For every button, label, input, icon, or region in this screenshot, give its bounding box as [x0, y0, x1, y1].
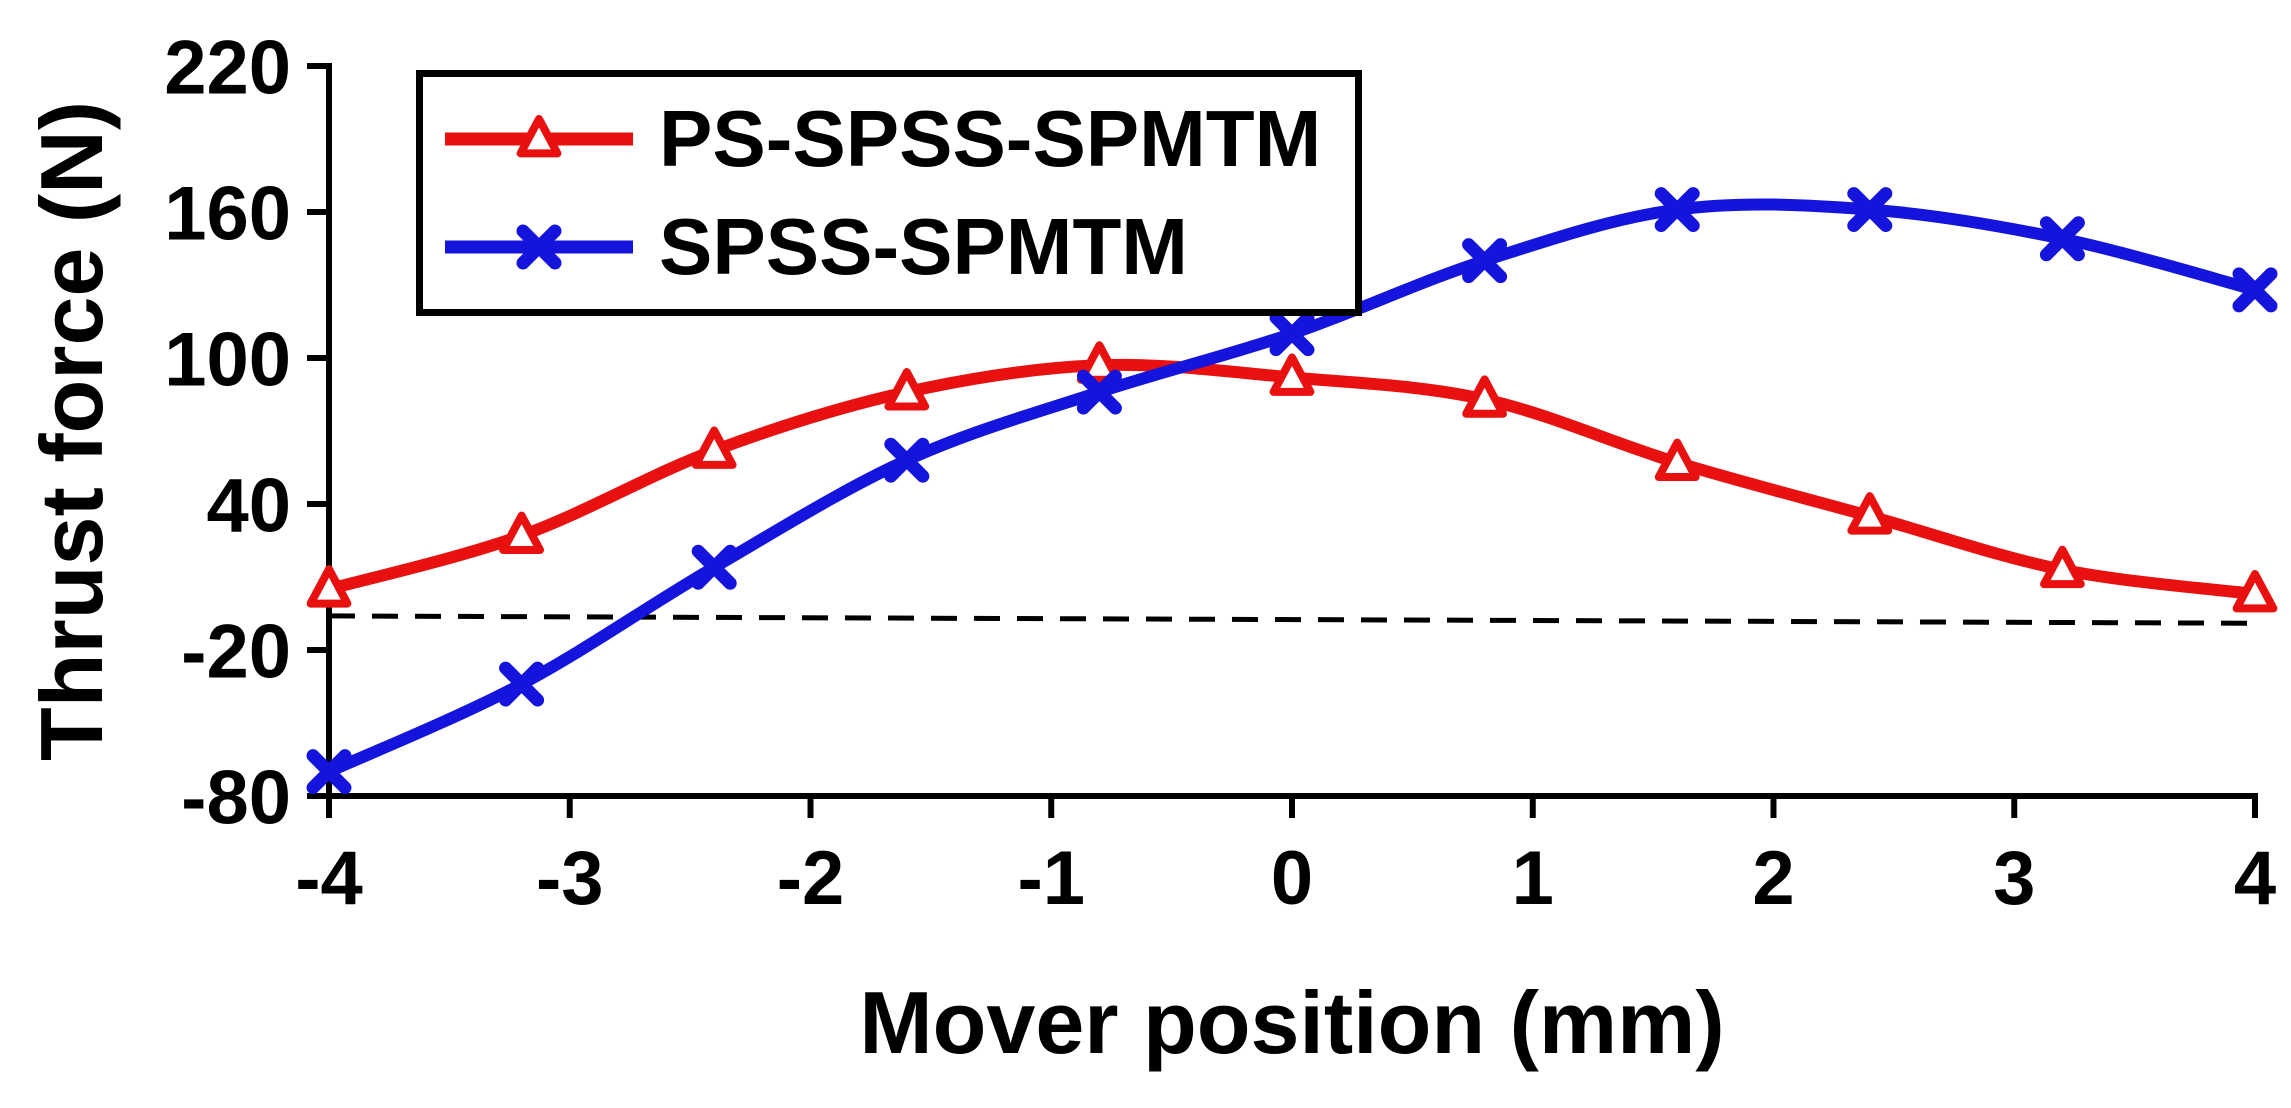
- y-tick-label: 40: [206, 463, 291, 548]
- legend-item-spss-spmtm: SPSS-SPMTM: [439, 195, 1321, 299]
- x-marker: [691, 544, 737, 590]
- triangle-marker: [1462, 375, 1507, 418]
- x-tick-label: -1: [1017, 836, 1085, 921]
- x-tick-label: -3: [536, 836, 604, 921]
- y-axis-title: Thrust force (N): [22, 101, 121, 761]
- legend-label-spss-spmtm: SPSS-SPMTM: [659, 202, 1188, 291]
- triangle-marker: [1077, 341, 1122, 384]
- dashed-reference-line: [328, 613, 2256, 626]
- y-tick-label: 160: [164, 171, 291, 256]
- x-axis-title: Mover position (mm): [859, 973, 1725, 1072]
- y-tick-label: 100: [164, 317, 291, 402]
- triangle-marker: [2040, 545, 2085, 589]
- triangle-marker: [516, 115, 562, 158]
- x-tick-label: 3: [1993, 836, 2035, 921]
- x-tick-label: 1: [1512, 836, 1554, 921]
- x-marker: [499, 661, 545, 707]
- x-marker: [516, 224, 562, 270]
- x-marker: [1654, 187, 1700, 233]
- triangle-marker: [1269, 353, 1315, 396]
- legend: PS-SPSS-SPMTM SPSS-SPMTM: [416, 70, 1363, 316]
- x-marker: [1076, 369, 1122, 415]
- x-marker: [1269, 311, 1315, 357]
- x-marker: [1847, 187, 1893, 233]
- triangle-marker: [884, 368, 930, 411]
- triangle-marker: [1654, 438, 1700, 482]
- triangle-marker: [1847, 492, 1893, 535]
- y-tick-label: -80: [181, 755, 291, 840]
- legend-label-ps-spss-spmtm: PS-SPSS-SPMTM: [659, 94, 1322, 183]
- x-tick-label: 2: [1752, 836, 1794, 921]
- y-tick-label: -20: [181, 609, 291, 694]
- x-tick-label: -4: [295, 836, 363, 921]
- legend-item-ps-spss-spmtm: PS-SPSS-SPMTM: [439, 87, 1321, 191]
- triangle-marker: [2232, 570, 2278, 613]
- y-tick-label: 220: [164, 25, 291, 110]
- legend-sample-blue-x: [445, 224, 633, 270]
- x-marker: [2232, 267, 2278, 313]
- x-marker: [2039, 216, 2085, 262]
- triangle-marker: [499, 511, 544, 555]
- x-tick-label: 4: [2234, 836, 2276, 921]
- triangle-marker: [691, 426, 737, 469]
- series-line-0: [323, 358, 2261, 601]
- legend-sample-red-triangle: [445, 115, 633, 158]
- x-tick-label: -2: [777, 836, 845, 921]
- x-marker: [306, 749, 352, 795]
- x-marker: [1462, 238, 1508, 284]
- x-tick-label: 0: [1271, 836, 1313, 921]
- triangle-marker: [306, 565, 352, 608]
- x-marker: [884, 437, 930, 483]
